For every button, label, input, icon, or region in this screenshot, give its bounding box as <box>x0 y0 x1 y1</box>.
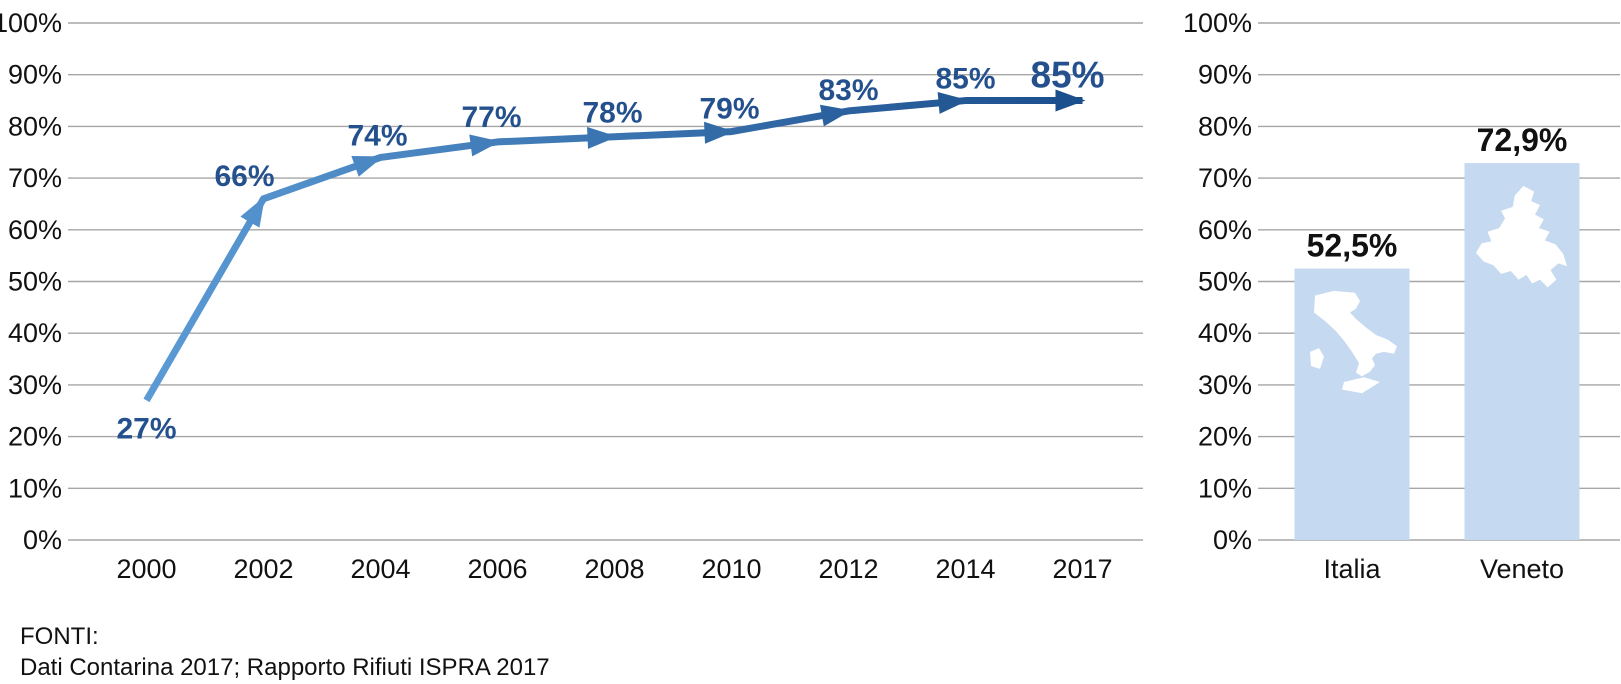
arrow-marker-icon <box>240 196 266 228</box>
y-axis-tick-label: 90% <box>8 60 62 90</box>
x-axis-tick-label: 2017 <box>1052 554 1112 584</box>
y-axis-tick-label: 70% <box>8 163 62 193</box>
arrow-marker-icon <box>1055 89 1086 112</box>
y-axis-tick-label: 20% <box>1198 422 1252 452</box>
bar-category-label: Italia <box>1323 554 1381 584</box>
y-axis-tick-label: 100% <box>1183 8 1252 38</box>
arrow-marker-icon <box>704 121 735 144</box>
bar-value-label: 72,9% <box>1477 122 1568 158</box>
veneto-map-silhouette-icon <box>1475 185 1568 288</box>
y-axis-tick-label: 30% <box>8 370 62 400</box>
arrow-marker-icon <box>351 156 384 177</box>
y-axis-tick-label: 70% <box>1198 163 1252 193</box>
x-axis-tick-label: 2000 <box>116 554 176 584</box>
source-note: FONTI: Dati Contarina 2017; Rapporto Rif… <box>20 621 550 683</box>
trend-line <box>143 97 1083 403</box>
x-axis-tick-label: 2012 <box>818 554 878 584</box>
bar-italia <box>1294 268 1410 540</box>
y-axis-tick-label: 30% <box>1198 370 1252 400</box>
y-axis-tick-label: 60% <box>1198 215 1252 245</box>
x-axis-tick-label: 2014 <box>935 554 995 584</box>
italy-map-silhouette-icon <box>1310 290 1397 394</box>
y-axis-tick-label: 80% <box>8 111 62 141</box>
y-axis-tick-label: 40% <box>1198 318 1252 348</box>
y-axis-tick-label: 0% <box>23 525 62 555</box>
arrow-marker-icon <box>469 134 501 157</box>
data-point-label: 66% <box>214 160 274 193</box>
data-point-label: 27% <box>116 412 176 445</box>
y-axis-tick-label: 20% <box>8 422 62 452</box>
data-point-label: 85% <box>935 63 995 96</box>
line-chart: 0% 10% 20% 30% 40% 50% 60% 70% 80% 90% 100% 2000 200… <box>0 8 1143 584</box>
bar-chart: 0% 10% 20% 30% 40% 50% 60% 70% 80% 90% 100% 52,5% It… <box>1183 8 1620 584</box>
bar-category-label: Veneto <box>1480 554 1564 584</box>
y-axis-tick-label: 10% <box>8 473 62 503</box>
arrow-marker-icon <box>587 126 618 149</box>
y-axis-tick-label: 50% <box>8 267 62 297</box>
y-axis-tick-label: 0% <box>1213 525 1252 555</box>
data-point-label: 78% <box>582 97 642 130</box>
data-point-label: 77% <box>461 101 521 134</box>
data-point-label: 83% <box>818 74 878 107</box>
y-axis-tick-label: 80% <box>1198 111 1252 141</box>
y-axis-tick-label: 40% <box>8 318 62 348</box>
y-axis-tick-label: 90% <box>1198 60 1252 90</box>
x-axis-tick-label: 2004 <box>350 554 410 584</box>
y-axis-tick-label: 60% <box>8 215 62 245</box>
source-note-text: Dati Contarina 2017; Rapporto Rifiuti IS… <box>20 654 550 681</box>
x-axis-tick-label: 2002 <box>233 554 293 584</box>
data-point-label: 74% <box>347 119 407 152</box>
bar-value-label: 52,5% <box>1307 228 1398 264</box>
data-point-label: 85% <box>1030 55 1104 96</box>
x-axis-tick-label: 2010 <box>701 554 761 584</box>
source-note-label: FONTI: <box>20 623 99 650</box>
arrow-marker-icon <box>819 104 852 127</box>
y-axis-tick-label: 10% <box>1198 473 1252 503</box>
data-point-label: 79% <box>699 93 759 126</box>
y-axis-tick-label: 100% <box>0 8 62 38</box>
x-axis-tick-label: 2006 <box>467 554 527 584</box>
x-axis-tick-label: 2008 <box>584 554 644 584</box>
y-axis-tick-label: 50% <box>1198 267 1252 297</box>
arrow-marker-icon <box>937 91 969 114</box>
